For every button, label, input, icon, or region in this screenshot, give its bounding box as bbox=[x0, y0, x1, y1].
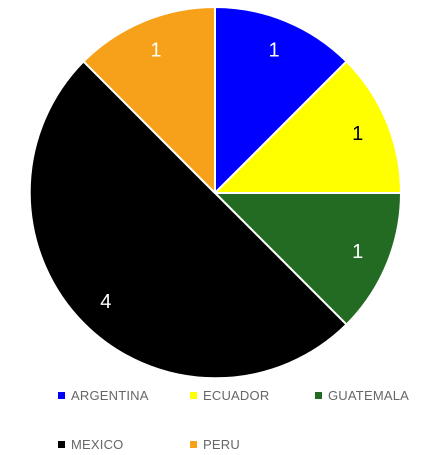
pie-slice-argentina bbox=[214, 6, 348, 194]
legend-swatch-mexico bbox=[58, 440, 65, 448]
legend-label-mexico: MEXICO bbox=[71, 436, 124, 452]
pie-slice-ecuador bbox=[214, 60, 402, 194]
data-label-ecuador: 1 bbox=[352, 123, 363, 145]
pie-plot-area: 1 1 1 4 1 bbox=[28, 6, 402, 380]
legend-label-guatemala: GUATEMALA bbox=[328, 387, 410, 403]
pie-slice-peru bbox=[82, 6, 216, 194]
legend-item-ecuador: ECUADOR bbox=[190, 384, 315, 406]
legend-label-peru: PERU bbox=[203, 436, 240, 452]
legend-swatch-peru bbox=[190, 440, 197, 448]
legend-label-argentina: ARGENTINA bbox=[71, 387, 149, 403]
data-label-guatemala: 1 bbox=[352, 241, 363, 263]
pie-slice-guatemala bbox=[214, 192, 402, 326]
pie-slice-mexico bbox=[28, 60, 348, 380]
legend-item-mexico: MEXICO bbox=[58, 433, 190, 455]
data-label-mexico: 4 bbox=[100, 291, 111, 313]
legend-item-peru: PERU bbox=[190, 433, 315, 455]
legend-label-ecuador: ECUADOR bbox=[203, 387, 270, 403]
data-label-argentina: 1 bbox=[269, 39, 280, 61]
legend: ARGENTINA ECUADOR GUATEMALA MEXICO PERU bbox=[58, 384, 433, 455]
data-label-peru: 1 bbox=[150, 39, 161, 61]
legend-swatch-argentina bbox=[58, 391, 65, 399]
legend-swatch-ecuador bbox=[190, 391, 197, 399]
legend-item-guatemala: GUATEMALA bbox=[315, 384, 433, 406]
legend-swatch-guatemala bbox=[315, 391, 322, 399]
legend-item-argentina: ARGENTINA bbox=[58, 384, 190, 406]
